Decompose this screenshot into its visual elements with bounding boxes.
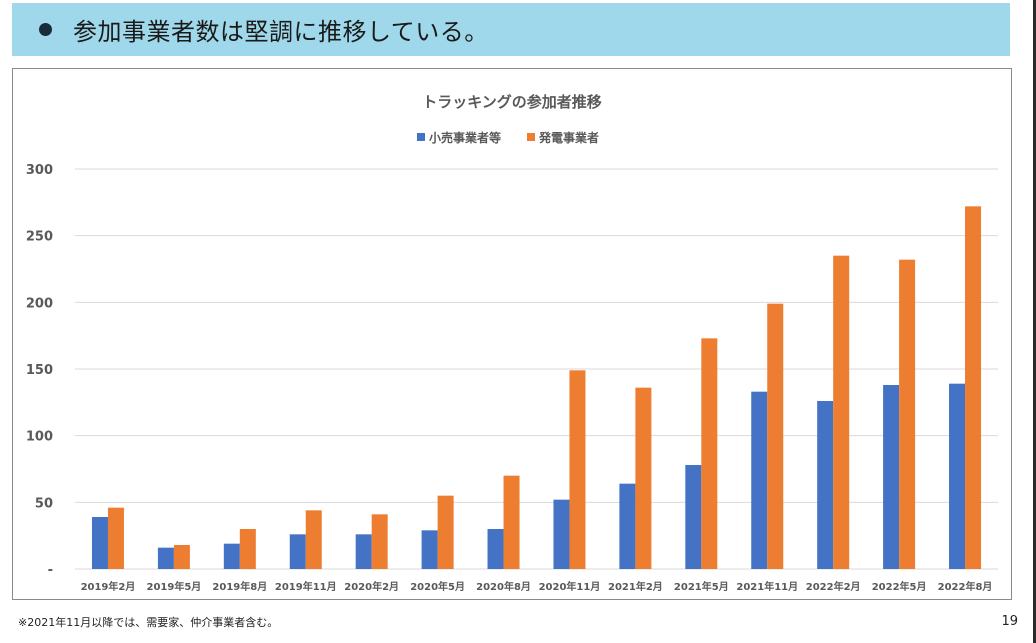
x-tick-label: 2021年5月	[674, 580, 729, 593]
bar-generation	[965, 206, 982, 570]
bar-generation	[899, 259, 916, 569]
bar-retail	[91, 517, 108, 569]
bar-generation	[833, 255, 850, 569]
bar-generation	[107, 507, 124, 569]
chart-bars	[91, 206, 982, 570]
x-tick-label: 2020年11月	[539, 580, 601, 593]
x-tick-label: 2022年8月	[938, 580, 993, 593]
bar-retail	[685, 465, 702, 569]
bar-retail	[157, 547, 174, 569]
x-axis-ticks: 2019年2月 2019年5月 2019年8月 2019年11月 2020年2月 2020…	[81, 580, 993, 593]
legend-label: 発電事業者	[538, 130, 599, 145]
y-tick-label: 100	[26, 430, 53, 445]
bar-retail	[223, 543, 240, 569]
bar-generation	[635, 387, 652, 569]
page-number: 19	[1001, 614, 1018, 629]
x-tick-label: 2020年8月	[476, 580, 531, 593]
x-tick-label: 2022年2月	[806, 580, 861, 593]
slide-header: 参加事業者数は堅調に推移している。	[12, 3, 1010, 56]
y-tick-label: 50	[35, 496, 53, 511]
bar-generation	[569, 370, 586, 569]
slide-edge	[1033, 0, 1036, 643]
bar-retail	[487, 529, 504, 569]
bar-retail	[817, 401, 834, 569]
bar-retail	[619, 483, 636, 569]
x-tick-label: 2022年5月	[872, 580, 927, 593]
x-tick-label: 2019年2月	[81, 580, 136, 593]
chart-legend: 小売事業者等 発電事業者	[417, 130, 599, 145]
legend-swatch	[527, 133, 535, 141]
bar-generation	[437, 495, 454, 569]
bar-retail	[289, 534, 306, 569]
bar-generation	[371, 514, 388, 569]
bar-retail	[883, 385, 900, 569]
bar-retail	[355, 534, 372, 569]
bar-generation	[173, 545, 190, 569]
x-tick-label: 2019年11月	[275, 580, 337, 593]
x-tick-label: 2019年8月	[212, 580, 267, 593]
chart-frame: トラッキングの参加者推移 小売事業者等 発電事業者 - 50 100 150 200 250…	[12, 68, 1012, 600]
bar-chart: トラッキングの参加者推移 小売事業者等 発電事業者 - 50 100 150 200 250…	[26, 93, 998, 593]
chart-gridlines	[75, 168, 998, 570]
footnote: ※2021年11月以降では、需要家、仲介事業者含む。	[18, 616, 279, 629]
slide-title: 参加事業者数は堅調に推移している。	[73, 18, 489, 46]
bar-generation	[767, 303, 784, 569]
bar-generation	[701, 338, 718, 569]
y-tick-label: -	[48, 563, 53, 578]
legend-label: 小売事業者等	[429, 130, 501, 145]
bar-generation	[305, 510, 322, 569]
bar-generation	[239, 529, 256, 569]
chart-title: トラッキングの参加者推移	[422, 93, 602, 111]
bar-retail	[949, 383, 966, 569]
y-tick-label: 250	[26, 230, 53, 245]
bar-retail	[421, 530, 438, 569]
bar-retail	[553, 499, 570, 569]
legend-swatch	[417, 133, 425, 141]
y-tick-label: 300	[26, 163, 53, 178]
x-tick-label: 2021年11月	[736, 580, 798, 593]
bar-generation	[503, 475, 520, 569]
x-tick-label: 2019年5月	[146, 580, 201, 593]
x-tick-label: 2020年5月	[410, 580, 465, 593]
y-tick-label: 150	[26, 363, 53, 378]
y-axis-ticks: - 50 100 150 200 250 300	[26, 163, 53, 578]
x-tick-label: 2020年2月	[344, 580, 399, 593]
x-tick-label: 2021年2月	[608, 580, 663, 593]
bar-retail	[751, 391, 768, 569]
y-tick-label: 200	[26, 296, 53, 311]
bullet-icon	[39, 23, 52, 36]
